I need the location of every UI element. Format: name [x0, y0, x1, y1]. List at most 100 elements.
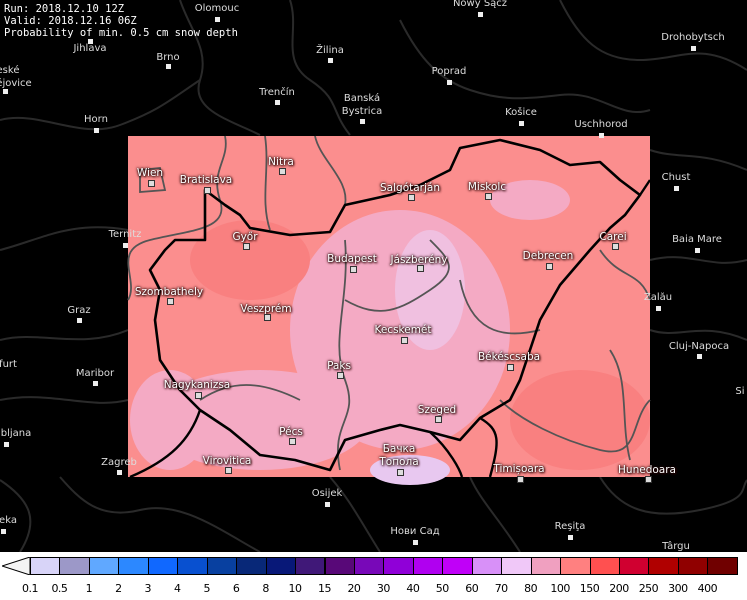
legend-tick-label: 100 [550, 582, 570, 595]
outside-region-borders [0, 0, 747, 552]
city-marker-icon [122, 242, 128, 248]
city-label: Veszprém [240, 303, 292, 315]
city-marker-icon [655, 305, 661, 311]
city-label: Banská [343, 93, 381, 104]
city-label: Hunedoara [618, 464, 676, 476]
city-marker-icon [446, 79, 452, 85]
legend-tick-label: 30 [376, 582, 391, 595]
city-label: Maribor [75, 368, 115, 379]
city-marker-icon [518, 120, 524, 126]
city-marker-icon [598, 132, 604, 138]
city-label: Timișoara [493, 463, 545, 475]
region-borders [127, 135, 651, 471]
city-marker-icon [407, 193, 415, 201]
city-label: Carei [599, 231, 627, 243]
city-label: Szombathely [134, 286, 204, 298]
city-label: Si [735, 386, 745, 397]
city-marker-icon [516, 475, 524, 483]
city-label: Cluj-Napoca [668, 341, 730, 352]
city-marker-icon [349, 265, 357, 273]
city-label: Paks [327, 360, 351, 372]
city-marker-icon [147, 179, 155, 187]
legend-color-box [353, 557, 385, 575]
legend-color-box [530, 557, 562, 575]
city-marker-icon [673, 185, 679, 191]
legend-tick-label: 200 [609, 582, 629, 595]
city-label: Târgu [662, 541, 690, 552]
legend-tick-label: 15 [318, 582, 332, 595]
city-marker-icon [3, 441, 9, 447]
city-label: Miskolc [467, 181, 507, 193]
legend-color-box [265, 557, 297, 575]
city-marker-icon [274, 99, 280, 105]
city-marker-icon [696, 353, 702, 359]
city-label: Olomouc [194, 3, 240, 14]
city-label: Nitra [268, 156, 294, 168]
city-marker-icon [214, 16, 220, 22]
legend-color-box [383, 557, 414, 575]
city-label: Zalău [643, 292, 673, 303]
legend-color-box [648, 557, 679, 575]
legend-color-box [324, 557, 355, 575]
legend-color-box [88, 557, 120, 575]
city-label: Бачка [382, 443, 416, 455]
city-marker-icon [165, 63, 171, 69]
city-label: Kecskemét [374, 324, 432, 336]
city-label: Győr [232, 231, 258, 243]
city-marker-icon [400, 336, 408, 344]
city-label: Graz [67, 305, 91, 316]
city-label: Trenčín [259, 87, 295, 98]
city-marker-icon [545, 262, 553, 270]
city-label: Baia Mare [672, 234, 722, 245]
city-marker-icon [644, 475, 652, 483]
city-marker-icon [263, 313, 271, 321]
legend-tick-label: 40 [406, 582, 420, 595]
city-marker-icon [416, 264, 424, 272]
city-marker-icon [242, 242, 250, 250]
legend-color-box [442, 557, 473, 575]
city-label: Osijek [311, 488, 343, 499]
city-label: Jászberény [390, 254, 448, 266]
city-label: Szeged [417, 404, 457, 416]
probability-field [128, 136, 650, 485]
legend-color-box [471, 557, 503, 575]
legend-tick-label: 50 [435, 582, 450, 595]
city-label: Wien [136, 167, 164, 179]
city-label: Uschhorod [574, 119, 628, 130]
city-label: Drohobytsch [661, 32, 725, 43]
city-label: Virovitica [202, 455, 252, 467]
legend-tick-label: 3 [144, 582, 152, 595]
legend-tick-label: 10 [288, 582, 303, 595]
legend-color-box [118, 557, 149, 575]
country-border-hungary [148, 138, 642, 472]
city-label: Zagreb [101, 457, 137, 468]
legend-color-box [560, 557, 591, 575]
city-marker-icon [412, 539, 418, 545]
city-marker-icon [694, 247, 700, 253]
city-marker-icon [434, 415, 442, 423]
city-label: Békéscsaba [477, 351, 541, 363]
city-marker-icon [288, 437, 296, 445]
city-label: Reşiţa [554, 521, 586, 532]
city-marker-icon [76, 317, 82, 323]
city-label: Žilina [316, 45, 344, 56]
city-label: Bystrica [341, 106, 383, 117]
city-label: Топола [379, 456, 419, 468]
city-marker-icon [506, 363, 514, 371]
city-label: Salgótarján [380, 182, 440, 194]
legend-color-box [206, 557, 238, 575]
city-marker-icon [359, 118, 365, 124]
legend-tick-label: 6 [232, 582, 240, 595]
city-marker-icon [224, 466, 232, 474]
legend-tick-label: 0.1 [22, 582, 39, 595]
city-label: Poprad [431, 66, 467, 77]
city-marker-icon [327, 57, 333, 63]
city-marker-icon [93, 127, 99, 133]
legend-color-box [295, 557, 326, 575]
city-marker-icon [567, 534, 573, 540]
legend-color-box [30, 557, 61, 575]
legend-color-box [147, 557, 179, 575]
legend-tick-label: 5 [203, 582, 210, 595]
city-label: Debrecen [522, 250, 574, 262]
legend-color-box [236, 557, 267, 575]
